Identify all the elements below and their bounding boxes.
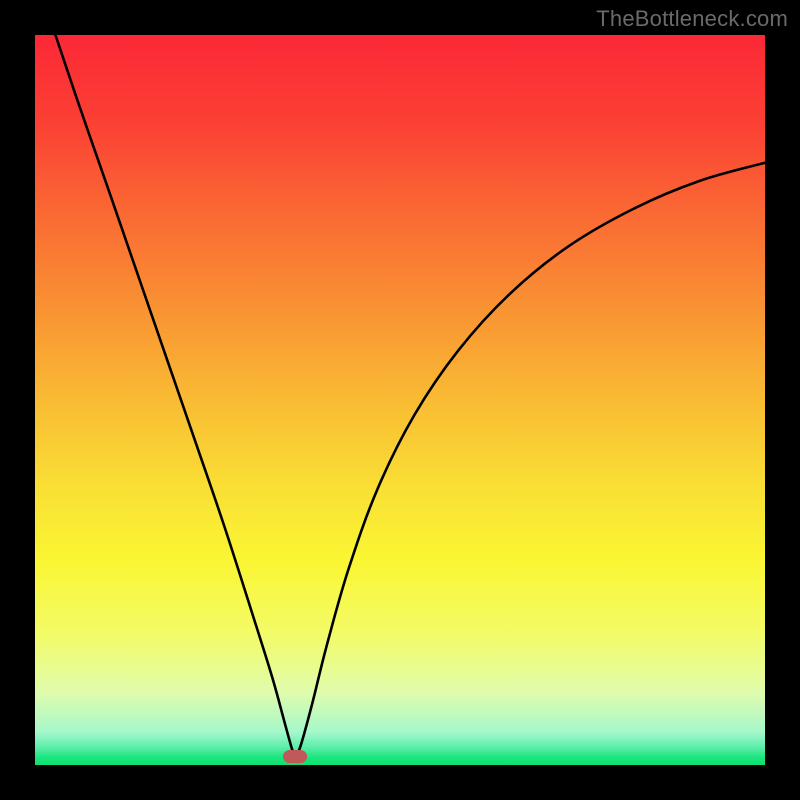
watermark-text: TheBottleneck.com: [596, 6, 788, 32]
chart-frame: TheBottleneck.com: [0, 0, 800, 800]
optimum-marker: [279, 746, 311, 767]
optimum-marker-pill: [283, 750, 307, 763]
gradient-background: [35, 35, 765, 765]
